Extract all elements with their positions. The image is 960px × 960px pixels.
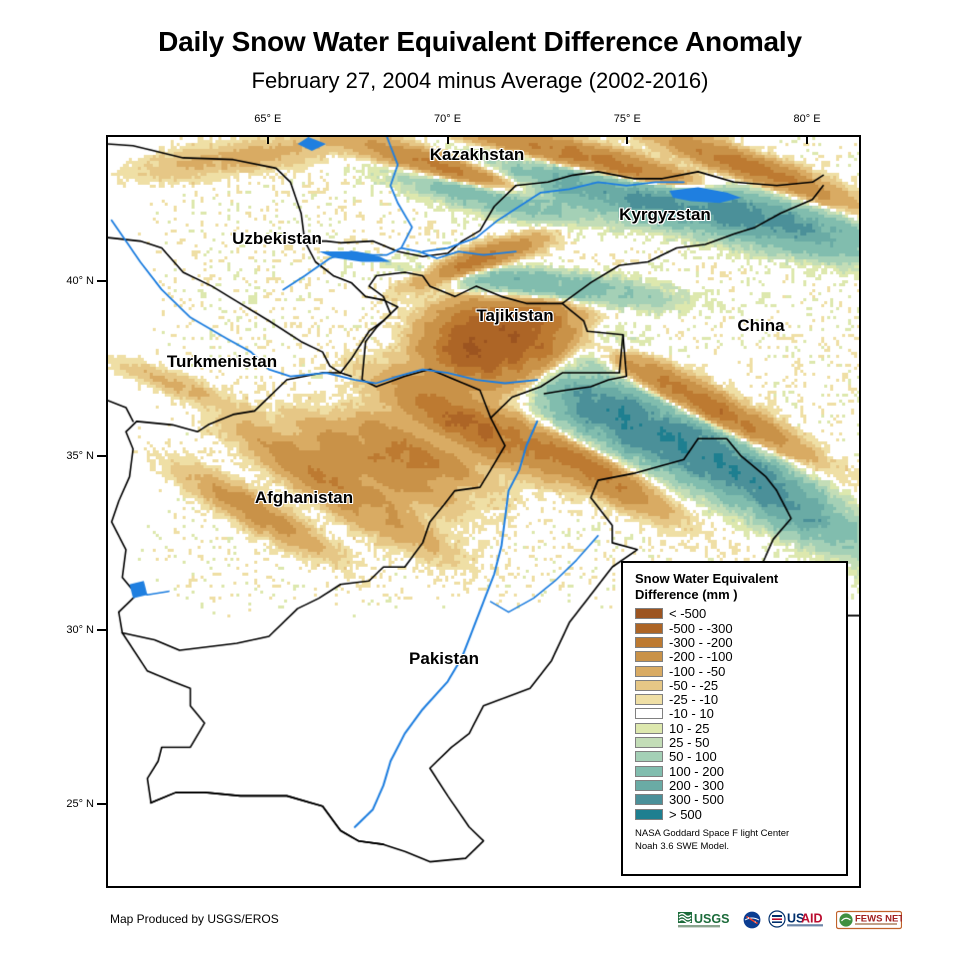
legend-row: -50 - -25: [635, 678, 836, 692]
legend-label: -300 - -200: [669, 634, 733, 650]
legend-swatch: [635, 708, 663, 720]
legend-label: 100 - 200: [669, 763, 724, 779]
map-credit: Map Produced by USGS/EROS: [110, 912, 279, 926]
lon-tick-label: 65° E: [254, 113, 282, 125]
lat-tick: [97, 280, 106, 283]
legend-swatch: [635, 751, 663, 763]
legend-panel: Snow Water Equivalent Difference (mm ) <…: [621, 561, 848, 876]
legend-row: < -500: [635, 607, 836, 621]
legend-swatch: [635, 679, 663, 691]
legend-label: -200 - -100: [669, 649, 733, 665]
legend-swatch: [635, 665, 663, 677]
lat-tick-label: 30° N: [66, 624, 94, 637]
map-frame[interactable]: [106, 135, 861, 888]
legend-row: 10 - 25: [635, 721, 836, 735]
svg-text:AID: AID: [801, 912, 823, 926]
legend-swatch: [635, 608, 663, 620]
lat-tick: [97, 629, 106, 632]
legend-row: -200 - -100: [635, 650, 836, 664]
lon-tick: [626, 135, 629, 144]
legend-label: 50 - 100: [669, 749, 717, 765]
lat-tick: [97, 454, 106, 457]
legend-label: < -500: [669, 606, 707, 622]
legend-swatch: [635, 651, 663, 663]
legend-label: > 500: [669, 806, 702, 822]
svg-text:US: US: [787, 912, 804, 926]
legend-label: 200 - 300: [669, 777, 724, 793]
legend-row: -10 - 10: [635, 707, 836, 721]
legend-row: 200 - 300: [635, 778, 836, 792]
legend-swatch: [635, 694, 663, 706]
lat-tick: [97, 803, 106, 806]
lon-tick-label: 70° E: [434, 113, 462, 125]
lon-tick-label: 80° E: [793, 113, 821, 125]
legend-swatch: [635, 794, 663, 806]
legend-row: -300 - -200: [635, 635, 836, 649]
usaid-logo: US AID: [768, 909, 830, 931]
svg-text:USGS: USGS: [694, 912, 729, 926]
legend-row: > 500: [635, 807, 836, 821]
page-title: Daily Snow Water Equivalent Difference A…: [158, 26, 802, 57]
legend-swatch: [635, 636, 663, 648]
legend-label: 300 - 500: [669, 792, 724, 808]
usgs-logo: USGS: [678, 909, 736, 931]
legend-row: -500 - -300: [635, 621, 836, 635]
legend-label: -50 - -25: [669, 677, 719, 693]
legend-swatch: [635, 722, 663, 734]
legend-swatch: [635, 622, 663, 634]
legend-source-note: NASA Goddard Space F light Center Noah 3…: [635, 828, 790, 852]
lon-tick: [266, 135, 269, 144]
legend-label: -100 - -50: [669, 663, 726, 679]
page-subtitle: February 27, 2004 minus Average (2002-20…: [251, 68, 709, 93]
legend-label: 25 - 50: [669, 735, 710, 751]
legend-row: 50 - 100: [635, 750, 836, 764]
lat-tick-label: 25° N: [66, 798, 94, 811]
legend-label: -500 - -300: [669, 620, 733, 636]
lat-tick-label: 40° N: [66, 275, 94, 288]
legend-swatch: [635, 765, 663, 777]
legend-row: 100 - 200: [635, 764, 836, 778]
fewsnet-logo: FEWS NET: [836, 909, 902, 931]
legend-row: -100 - -50: [635, 664, 836, 678]
nasa-logo: [742, 909, 762, 931]
legend-title: Snow Water Equivalent Difference (mm ): [635, 571, 779, 602]
legend-row: 25 - 50: [635, 735, 836, 749]
legend-swatch: [635, 808, 663, 820]
lon-tick-label: 75° E: [613, 113, 641, 125]
legend-swatch: [635, 779, 663, 791]
legend-label: 10 - 25: [669, 720, 710, 736]
agency-logos: USGS US AID: [678, 908, 902, 932]
legend-class-list: < -500 -500 - -300 -300 - -200 -200 - -100-…: [635, 607, 836, 821]
legend-row: -25 - -10: [635, 693, 836, 707]
legend-label: -25 - -10: [669, 692, 719, 708]
legend-row: 300 - 500: [635, 793, 836, 807]
lon-tick: [446, 135, 449, 144]
legend-label: -10 - 10: [669, 706, 714, 722]
svg-text:FEWS NET: FEWS NET: [855, 914, 902, 925]
lat-tick-label: 35° N: [66, 449, 94, 462]
lon-tick: [806, 135, 809, 144]
legend-swatch: [635, 737, 663, 749]
